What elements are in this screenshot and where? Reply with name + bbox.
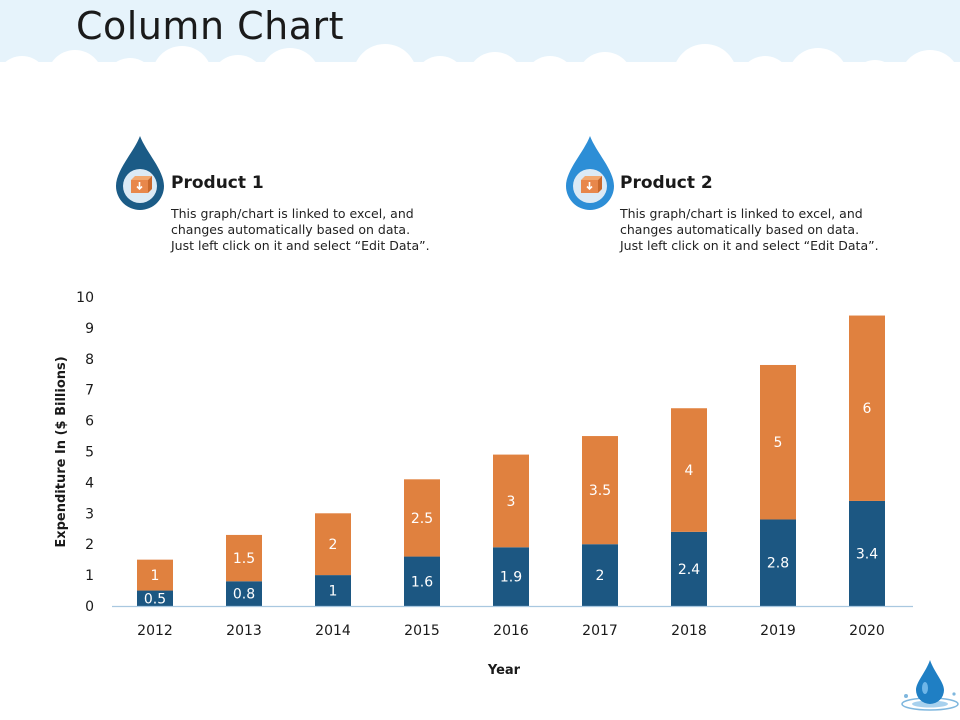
x-tick-label: 2015 [404, 623, 440, 639]
water-splash-icon [901, 660, 959, 711]
data-label: 3.5 [589, 483, 611, 499]
data-label: 1 [329, 584, 338, 600]
bar-product-1 [315, 513, 351, 576]
data-label: 6 [863, 401, 872, 417]
x-tick-label: 2014 [315, 623, 351, 639]
bar-product-1 [760, 364, 796, 520]
y-tick-label: 7 [85, 383, 94, 399]
y-axis-title: Expenditure In ($ Billions) [54, 356, 69, 547]
description-line: Just left click on it and select “Edit D… [171, 238, 430, 253]
product-1-drop-icon [116, 136, 164, 210]
y-tick-label: 9 [85, 321, 94, 337]
bar-product-2 [404, 556, 440, 606]
x-tick-label: 2020 [849, 623, 885, 639]
product-2-legend-title: Product 2 [620, 173, 713, 193]
bar-product-2 [849, 500, 885, 606]
description-line: changes automatically based on data. [620, 222, 860, 237]
data-label: 3.4 [856, 546, 878, 562]
bar-product-2 [760, 519, 796, 606]
bar-product-2 [671, 531, 707, 606]
x-tick-label: 2012 [137, 623, 173, 639]
y-tick-label: 4 [85, 475, 94, 491]
y-tick-label: 8 [85, 352, 94, 368]
data-label: 1.5 [233, 551, 255, 567]
x-tick-label: 2018 [671, 623, 707, 639]
x-tick-label: 2013 [226, 623, 262, 639]
bar-product-1 [493, 454, 529, 548]
bar-product-1 [404, 479, 440, 557]
x-axis-title: Year [487, 663, 521, 678]
data-label: 2.4 [678, 562, 700, 578]
x-tick-label: 2019 [760, 623, 796, 639]
data-label: 2 [596, 568, 605, 584]
bar-product-2 [582, 544, 618, 606]
product-2-legend-description: This graph/chart is linked to excel, and… [620, 206, 910, 254]
box-icon [581, 176, 602, 193]
product-1-legend-description: This graph/chart is linked to excel, and… [171, 206, 461, 254]
data-label: 4 [685, 463, 694, 479]
x-tick-label: 2017 [582, 623, 618, 639]
data-label: 2.5 [411, 511, 433, 527]
bar-product-1 [226, 534, 262, 582]
y-tick-label: 5 [85, 445, 94, 461]
description-line: Just left click on it and select “Edit D… [620, 238, 879, 253]
description-line: This graph/chart is linked to excel, and [620, 206, 863, 221]
bar-product-2 [315, 575, 351, 606]
bar-product-1 [671, 408, 707, 532]
header-cloud-background [0, 0, 960, 110]
data-label: 2.8 [767, 556, 789, 572]
data-label: 5 [774, 435, 783, 451]
bar-product-2 [493, 547, 529, 606]
page-title: Column Chart [76, 4, 345, 48]
bar-product-1 [582, 436, 618, 545]
y-tick-label: 6 [85, 414, 94, 430]
y-tick-label: 0 [85, 599, 94, 615]
y-tick-label: 2 [85, 537, 94, 553]
description-line: This graph/chart is linked to excel, and [171, 206, 414, 221]
data-label: 2 [329, 537, 338, 553]
data-label: 1.9 [500, 570, 522, 586]
y-tick-label: 1 [85, 568, 94, 584]
y-tick-label: 3 [85, 506, 94, 522]
data-label: 3 [507, 494, 516, 510]
bar-product-1 [849, 315, 885, 501]
data-label: 1.6 [411, 574, 433, 590]
data-label: 0.5 [144, 591, 166, 607]
bar-product-2 [137, 590, 173, 606]
data-label: 0.8 [233, 587, 255, 603]
data-label: 1 [151, 568, 160, 584]
bar-product-1 [137, 559, 173, 591]
y-tick-label: 10 [76, 290, 94, 306]
bar-product-2 [226, 581, 262, 606]
product-2-drop-icon [566, 136, 614, 210]
x-tick-label: 2016 [493, 623, 529, 639]
box-icon [131, 176, 152, 193]
product-1-legend-title: Product 1 [171, 173, 264, 193]
description-line: changes automatically based on data. [171, 222, 411, 237]
